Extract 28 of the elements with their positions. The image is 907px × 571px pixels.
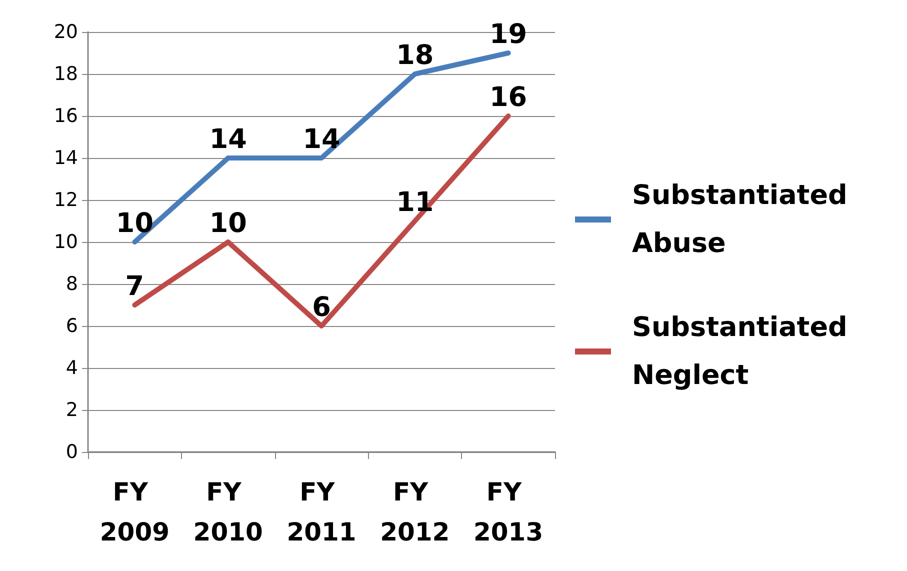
- y-tick-label: 10: [54, 231, 78, 253]
- data-label: 10: [209, 208, 247, 239]
- y-tick-label: 4: [66, 357, 78, 379]
- y-tick-label: 18: [54, 63, 78, 85]
- x-tick-label: FY 2013: [474, 478, 544, 546]
- y-tick-label: 20: [54, 21, 78, 43]
- y-tick-label: 0: [66, 441, 78, 463]
- data-label: 7: [125, 271, 144, 302]
- data-label: 14: [209, 124, 247, 155]
- x-tick-label: FY 2012: [380, 478, 450, 546]
- data-label: 16: [490, 82, 528, 113]
- x-tick-label: FY 2011: [286, 478, 356, 546]
- x-tick-label: FY 2009: [100, 478, 170, 546]
- data-label: 14: [302, 124, 340, 155]
- y-tick-label: 12: [54, 189, 78, 211]
- data-label: 18: [396, 40, 434, 71]
- y-tick-label: 16: [54, 105, 78, 127]
- legend-label: Substantiated Neglect: [632, 312, 857, 391]
- x-tick-label: FY 2010: [193, 478, 263, 546]
- y-tick-label: 14: [54, 147, 78, 169]
- data-label: 11: [396, 187, 434, 218]
- legend-label: Substantiated Abuse: [632, 180, 857, 259]
- y-tick-label: 6: [66, 315, 78, 337]
- data-label: 19: [490, 19, 528, 50]
- y-tick-label: 2: [66, 399, 78, 421]
- y-tick-label: 8: [66, 273, 78, 295]
- data-label: 10: [116, 208, 154, 239]
- data-label: 6: [312, 292, 331, 323]
